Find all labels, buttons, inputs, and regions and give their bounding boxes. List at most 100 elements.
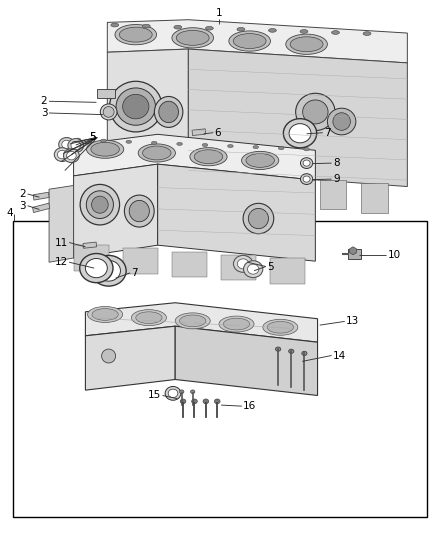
Ellipse shape [138, 144, 175, 162]
Ellipse shape [247, 264, 259, 274]
Ellipse shape [332, 31, 339, 35]
Text: 1: 1 [215, 8, 223, 18]
Ellipse shape [296, 93, 335, 131]
Ellipse shape [303, 100, 328, 124]
Polygon shape [237, 174, 263, 203]
Ellipse shape [192, 399, 197, 404]
Ellipse shape [268, 29, 276, 32]
Polygon shape [221, 255, 256, 280]
Text: 7: 7 [131, 268, 138, 278]
Ellipse shape [203, 399, 208, 404]
Ellipse shape [279, 147, 284, 150]
Ellipse shape [64, 149, 79, 163]
Ellipse shape [205, 27, 213, 30]
Ellipse shape [100, 104, 117, 120]
Ellipse shape [92, 309, 118, 320]
Polygon shape [74, 245, 109, 271]
Ellipse shape [327, 108, 356, 135]
Ellipse shape [180, 315, 206, 327]
Ellipse shape [67, 151, 76, 160]
Text: 8: 8 [333, 158, 339, 168]
Ellipse shape [54, 148, 70, 161]
Text: 5: 5 [89, 132, 95, 142]
Ellipse shape [136, 312, 162, 324]
Ellipse shape [86, 191, 113, 219]
Ellipse shape [286, 34, 327, 54]
Ellipse shape [253, 146, 258, 149]
Ellipse shape [202, 143, 208, 147]
Text: 4: 4 [7, 208, 13, 218]
Polygon shape [107, 171, 188, 209]
Ellipse shape [91, 255, 126, 286]
Ellipse shape [248, 208, 268, 229]
Ellipse shape [174, 26, 182, 29]
Ellipse shape [177, 142, 183, 146]
Polygon shape [107, 20, 407, 63]
Text: 2: 2 [41, 96, 47, 106]
Bar [13, 221, 427, 517]
Ellipse shape [116, 88, 155, 125]
Ellipse shape [111, 23, 119, 27]
Ellipse shape [283, 119, 317, 148]
Ellipse shape [194, 150, 223, 164]
Ellipse shape [237, 259, 249, 269]
Polygon shape [85, 326, 175, 390]
Text: 3: 3 [20, 201, 26, 211]
Ellipse shape [59, 138, 74, 151]
Ellipse shape [219, 316, 254, 332]
Ellipse shape [175, 313, 210, 329]
Polygon shape [320, 180, 346, 209]
Text: 2: 2 [20, 189, 26, 199]
Ellipse shape [115, 25, 157, 45]
Ellipse shape [300, 174, 313, 184]
Ellipse shape [241, 151, 279, 169]
Ellipse shape [62, 140, 71, 149]
Polygon shape [172, 252, 207, 277]
Ellipse shape [142, 25, 150, 28]
Polygon shape [74, 164, 158, 258]
Ellipse shape [129, 200, 149, 222]
Ellipse shape [190, 148, 227, 166]
Ellipse shape [233, 255, 253, 272]
Ellipse shape [176, 30, 209, 45]
Ellipse shape [223, 318, 250, 330]
Ellipse shape [304, 148, 309, 151]
Ellipse shape [229, 31, 271, 51]
Polygon shape [49, 185, 74, 262]
Text: 9: 9 [333, 174, 339, 184]
FancyBboxPatch shape [97, 89, 115, 98]
Text: 15: 15 [148, 391, 161, 400]
Text: 6: 6 [215, 128, 221, 138]
Ellipse shape [68, 139, 84, 152]
Bar [348, 249, 361, 259]
Text: 5: 5 [267, 262, 274, 271]
Ellipse shape [57, 150, 67, 159]
Ellipse shape [71, 141, 81, 150]
Text: 16: 16 [243, 401, 256, 411]
Ellipse shape [289, 349, 294, 353]
Ellipse shape [80, 254, 113, 282]
Ellipse shape [191, 390, 195, 393]
Polygon shape [107, 49, 188, 175]
Ellipse shape [86, 140, 124, 158]
Ellipse shape [263, 319, 298, 335]
Ellipse shape [180, 399, 186, 404]
Ellipse shape [88, 306, 123, 322]
Ellipse shape [228, 144, 233, 148]
Ellipse shape [168, 389, 178, 398]
Ellipse shape [126, 140, 131, 143]
Text: 10: 10 [388, 250, 401, 260]
Ellipse shape [267, 321, 293, 333]
Ellipse shape [276, 347, 281, 351]
Ellipse shape [159, 101, 178, 123]
Ellipse shape [103, 107, 114, 117]
Ellipse shape [333, 112, 350, 131]
Ellipse shape [246, 154, 274, 167]
Text: 7: 7 [324, 128, 331, 138]
Text: 13: 13 [346, 317, 359, 326]
Text: 11: 11 [55, 238, 68, 247]
Ellipse shape [80, 184, 120, 225]
Polygon shape [361, 183, 388, 213]
Ellipse shape [214, 399, 220, 404]
Ellipse shape [92, 196, 108, 213]
